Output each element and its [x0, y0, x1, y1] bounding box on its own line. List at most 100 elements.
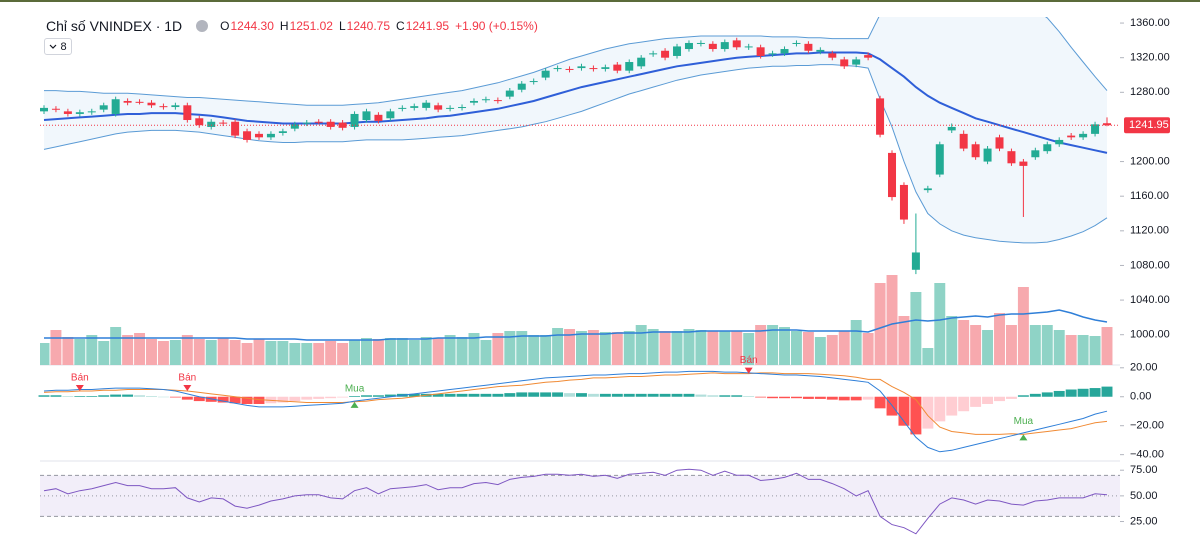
volume-bar [874, 283, 886, 365]
volume-bar [122, 335, 134, 365]
candle-body [1019, 161, 1028, 166]
volume-bar [898, 316, 910, 365]
candle-body [971, 144, 980, 158]
volume-bar [241, 343, 253, 365]
macd-histogram [456, 393, 468, 397]
volume-bar [886, 275, 898, 365]
candle-body [183, 105, 192, 121]
volume-bar [814, 337, 826, 365]
band-basis [43, 51, 1108, 154]
macd-histogram [361, 395, 372, 397]
volume-bar [707, 331, 719, 365]
volume-bar [492, 333, 504, 365]
macd-histogram [576, 393, 587, 397]
macd-histogram [98, 395, 110, 397]
signal-line [43, 372, 1108, 435]
y-tick-label: 1080.00 [1130, 259, 1170, 271]
sell-marker [744, 367, 753, 374]
volume-bar [349, 340, 361, 365]
volume-bar [934, 283, 946, 365]
macd-histogram [850, 396, 862, 401]
candle-body [87, 111, 96, 113]
y-tick-label: 1360.00 [1130, 17, 1170, 29]
volume-bar [958, 320, 970, 365]
macd-histogram [181, 396, 193, 400]
volume-bar [576, 331, 587, 365]
macd-histogram [157, 396, 169, 398]
volume-bar [50, 330, 62, 365]
macd-histogram [229, 396, 241, 404]
candle-body [278, 131, 287, 133]
volume-bar [838, 331, 850, 365]
candle-body [696, 42, 705, 44]
volume-bar [779, 327, 790, 365]
volume-bar [528, 335, 540, 365]
candle-body [625, 62, 634, 71]
macd-histogram [826, 396, 838, 400]
volume-bar [647, 329, 659, 365]
volume-bar [110, 327, 122, 365]
volume-bar [731, 331, 743, 365]
candle-body [780, 49, 789, 54]
volume-bar [1041, 325, 1053, 365]
volume-bar [994, 313, 1005, 365]
volume-bar [468, 333, 480, 365]
volume-bar [587, 330, 599, 365]
candle-body [1067, 135, 1076, 138]
volume-bar [516, 331, 528, 365]
macd-histogram [50, 395, 62, 397]
candle-body [147, 102, 156, 106]
candle-body [171, 105, 180, 108]
candle-body [923, 188, 932, 191]
candle-body [1007, 151, 1016, 164]
macd-histogram [623, 393, 635, 397]
candle-body [254, 133, 263, 138]
macd-histogram [313, 396, 325, 399]
volume-bar [683, 329, 695, 365]
volume-bar [611, 332, 623, 365]
macd-histogram [516, 392, 528, 397]
price-pane [40, 17, 1113, 365]
macd-histogram [289, 396, 301, 402]
candle-body [876, 98, 885, 135]
macd-histogram [910, 396, 922, 435]
candle-body [63, 111, 72, 114]
price-label: 1241.95 [1129, 119, 1169, 131]
candle-body [613, 64, 622, 71]
volume-bar [504, 331, 516, 365]
volume-bar [444, 335, 456, 365]
buy-marker [350, 401, 359, 408]
indicator-count: 8 [60, 40, 67, 53]
volume-bar [922, 348, 934, 365]
volume-bar [408, 340, 420, 365]
volume-bar [40, 343, 50, 365]
macd-histogram [432, 393, 444, 397]
volume-bar [1077, 335, 1089, 365]
volume-bar [420, 337, 432, 365]
candle-body [840, 59, 849, 67]
candle-body [541, 70, 550, 78]
candle-body [1091, 124, 1100, 134]
y-tick-label: 1120.00 [1130, 225, 1169, 237]
volume-bar [74, 339, 86, 365]
candle-body [314, 121, 323, 123]
macd-histogram [169, 396, 181, 398]
macd-histogram [193, 396, 205, 402]
indicators-toggle[interactable]: 8 [44, 38, 72, 55]
macd-histogram [1065, 389, 1077, 397]
macd-histogram [958, 396, 970, 412]
macd-histogram [731, 395, 743, 397]
macd-histogram [74, 396, 86, 397]
volume-bar [229, 340, 241, 365]
volume-bar [982, 330, 994, 365]
volume-bar [1017, 287, 1029, 365]
volume-bar [743, 333, 755, 365]
macd-histogram [814, 396, 826, 399]
macd-histogram [217, 396, 229, 403]
macd-histogram [790, 396, 802, 399]
candle-body [673, 46, 682, 56]
candle-body [99, 105, 108, 110]
macd-histogram [134, 395, 146, 397]
candle-body [911, 252, 920, 270]
